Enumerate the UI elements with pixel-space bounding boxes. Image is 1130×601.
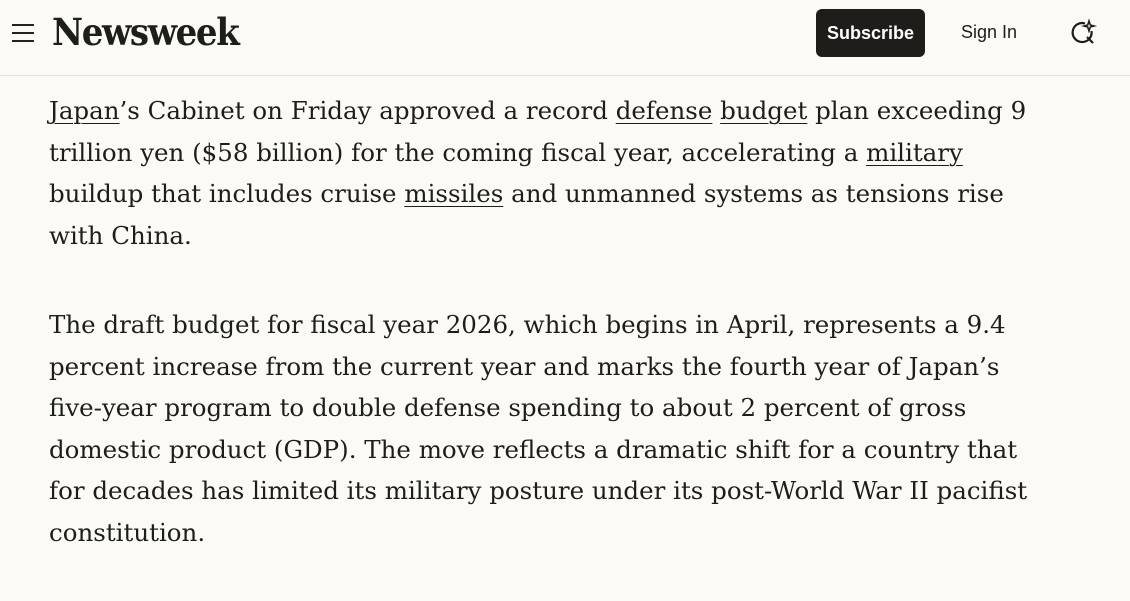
text-segment: trillion yen ($58 billion) for the comin…: [49, 137, 867, 167]
inline-link-japan[interactable]: Japan: [49, 96, 120, 125]
article-body: Japan’s Cabinet on Friday approved a rec…: [49, 90, 1027, 601]
text-line: Japan’s Cabinet on Friday approved a rec…: [49, 90, 1027, 132]
text-segment: constitution.: [49, 517, 206, 547]
text-segment: five-year program to double defense spen…: [49, 393, 967, 422]
text-line: constitution.: [49, 512, 1027, 554]
text-segment: with China.: [49, 220, 192, 250]
inline-link-defense[interactable]: defense: [615, 96, 713, 125]
inline-link-military[interactable]: military: [866, 137, 963, 167]
text-segment: and unmanned systems as tensions rise: [503, 179, 1004, 208]
article-paragraph: Japan’s Cabinet on Friday approved a rec…: [49, 90, 1027, 256]
text-line: buildup that includes cruise missiles an…: [49, 173, 1027, 215]
ai-search-icon[interactable]: [1068, 18, 1098, 48]
text-line: trillion yen ($58 billion) for the comin…: [49, 132, 1027, 174]
newsweek-logo[interactable]: Newsweek: [52, 10, 240, 54]
text-line: for decades has limited its military pos…: [49, 470, 1027, 512]
sign-in-link[interactable]: Sign In: [961, 22, 1018, 42]
hamburger-menu-icon[interactable]: [12, 24, 34, 42]
text-line: percent increase from the current year a…: [49, 346, 1027, 388]
text-segment: percent increase from the current year a…: [49, 351, 1000, 381]
article-paragraph: The draft budget for fiscal year 2026, w…: [49, 304, 1027, 553]
text-segment: for decades has limited its military pos…: [49, 476, 1028, 505]
text-line: five-year program to double defense spen…: [49, 387, 1027, 429]
text-segment: [712, 96, 720, 125]
text-segment: domestic product (GDP). The move reflect…: [49, 434, 1018, 464]
text-segment: ’s Cabinet on Friday approved a record: [119, 96, 616, 125]
inline-link-missiles[interactable]: missiles: [404, 179, 504, 208]
site-header: Newsweek Subscribe Sign In: [0, 0, 1130, 76]
inline-link-budget[interactable]: budget: [720, 96, 808, 125]
text-segment: plan exceeding 9: [807, 96, 1027, 125]
text-segment: The draft budget for fiscal year 2026, w…: [49, 310, 1006, 339]
text-line: domestic product (GDP). The move reflect…: [49, 429, 1027, 471]
text-line: with China.: [49, 215, 1027, 257]
text-line: The draft budget for fiscal year 2026, w…: [49, 304, 1027, 346]
text-segment: buildup that includes cruise: [49, 179, 405, 208]
subscribe-button[interactable]: Subscribe: [816, 9, 925, 57]
